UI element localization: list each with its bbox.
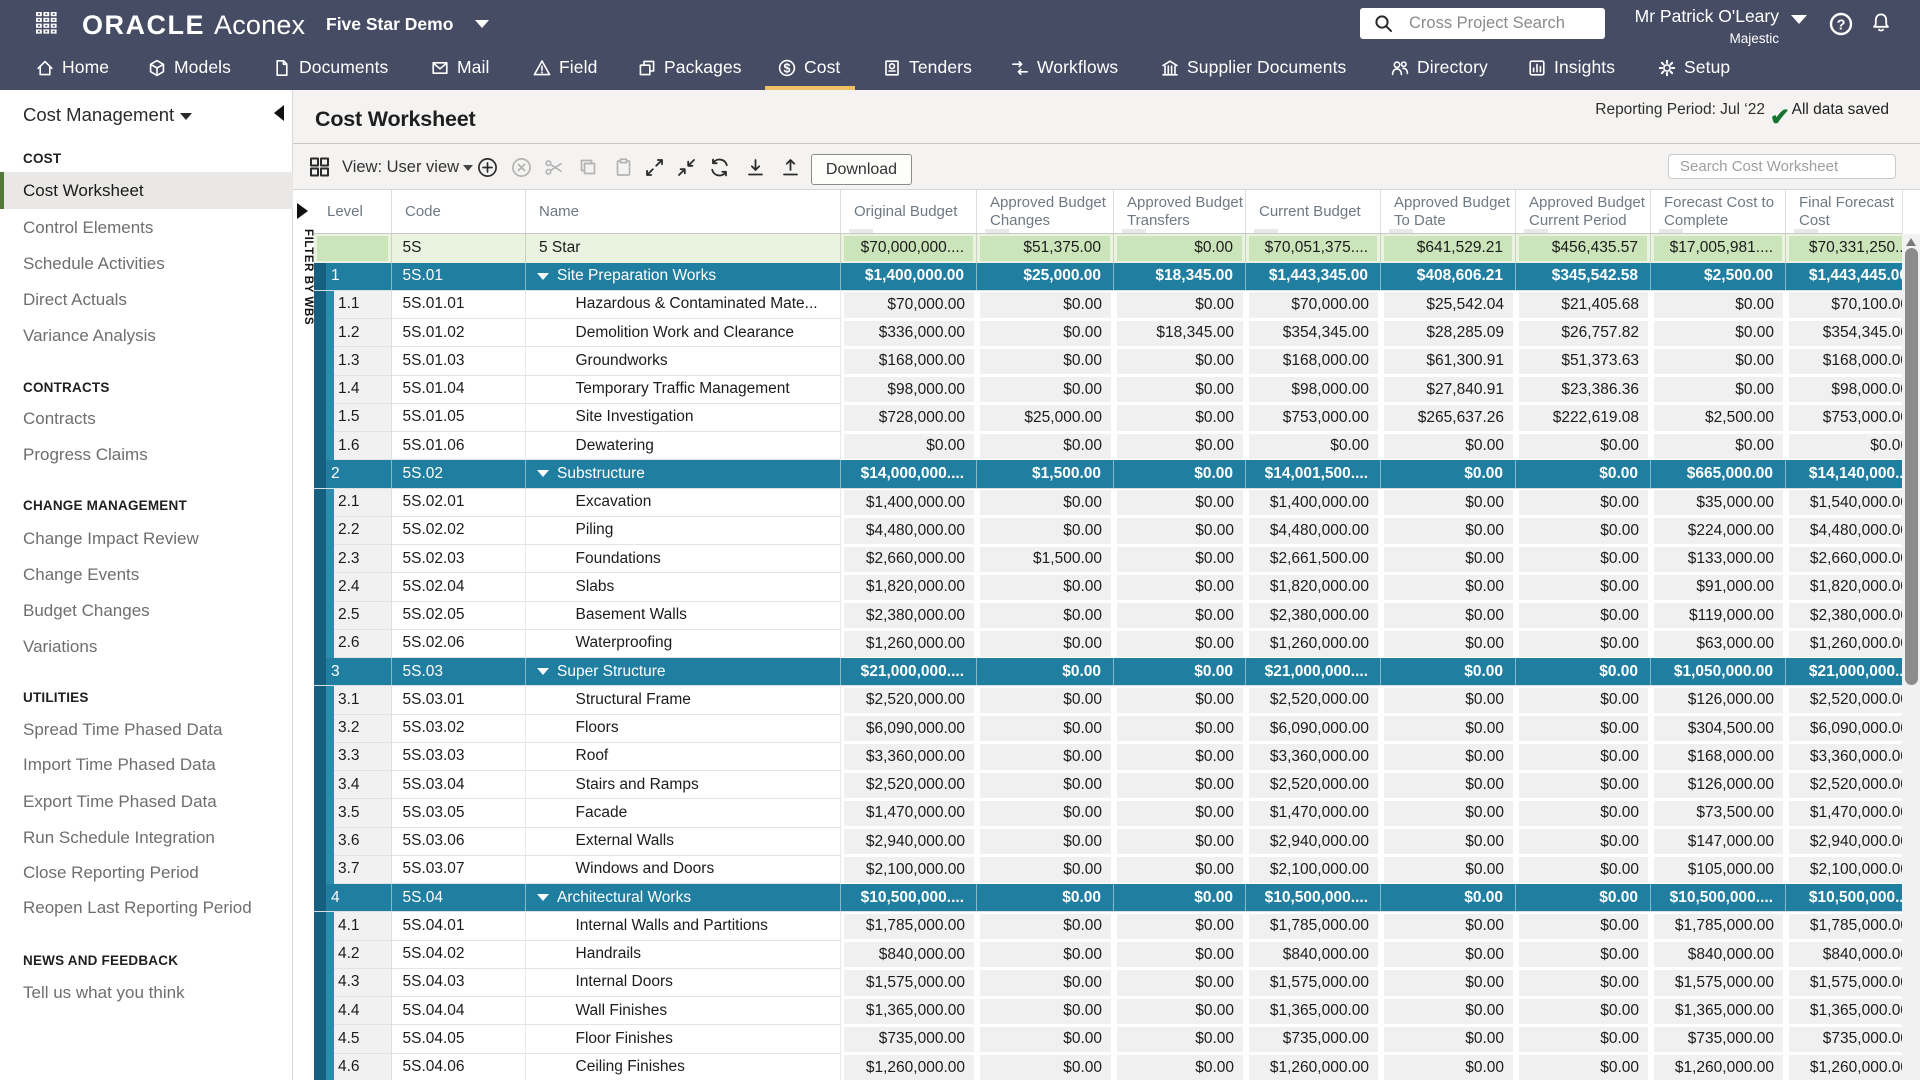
svg-text:?: ? — [1837, 17, 1846, 33]
svg-text:$: $ — [783, 61, 790, 75]
